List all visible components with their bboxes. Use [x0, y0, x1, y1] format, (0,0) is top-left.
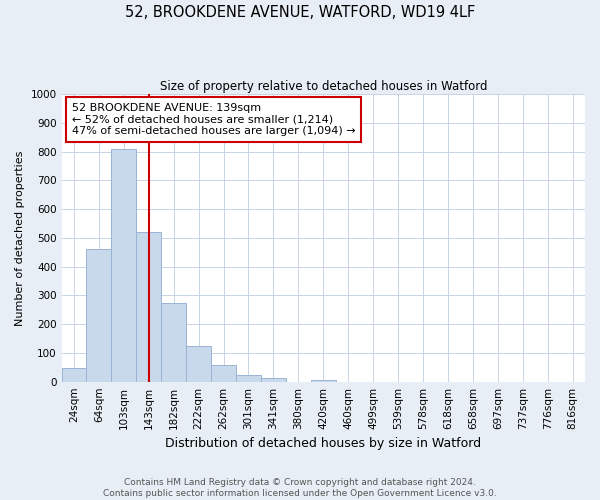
Bar: [136, 232, 161, 382]
Bar: [261, 378, 286, 382]
X-axis label: Distribution of detached houses by size in Watford: Distribution of detached houses by size …: [165, 437, 481, 450]
Bar: [186, 346, 211, 382]
Title: Size of property relative to detached houses in Watford: Size of property relative to detached ho…: [160, 80, 487, 93]
Bar: [62, 368, 86, 382]
Text: Contains HM Land Registry data © Crown copyright and database right 2024.
Contai: Contains HM Land Registry data © Crown c…: [103, 478, 497, 498]
Bar: [112, 149, 136, 382]
Bar: [311, 380, 336, 382]
Bar: [86, 250, 112, 382]
Y-axis label: Number of detached properties: Number of detached properties: [15, 150, 25, 326]
Text: 52, BROOKDENE AVENUE, WATFORD, WD19 4LF: 52, BROOKDENE AVENUE, WATFORD, WD19 4LF: [125, 5, 475, 20]
Bar: [211, 366, 236, 382]
Text: 52 BROOKDENE AVENUE: 139sqm
← 52% of detached houses are smaller (1,214)
47% of : 52 BROOKDENE AVENUE: 139sqm ← 52% of det…: [72, 103, 356, 136]
Bar: [161, 302, 186, 382]
Bar: [236, 376, 261, 382]
